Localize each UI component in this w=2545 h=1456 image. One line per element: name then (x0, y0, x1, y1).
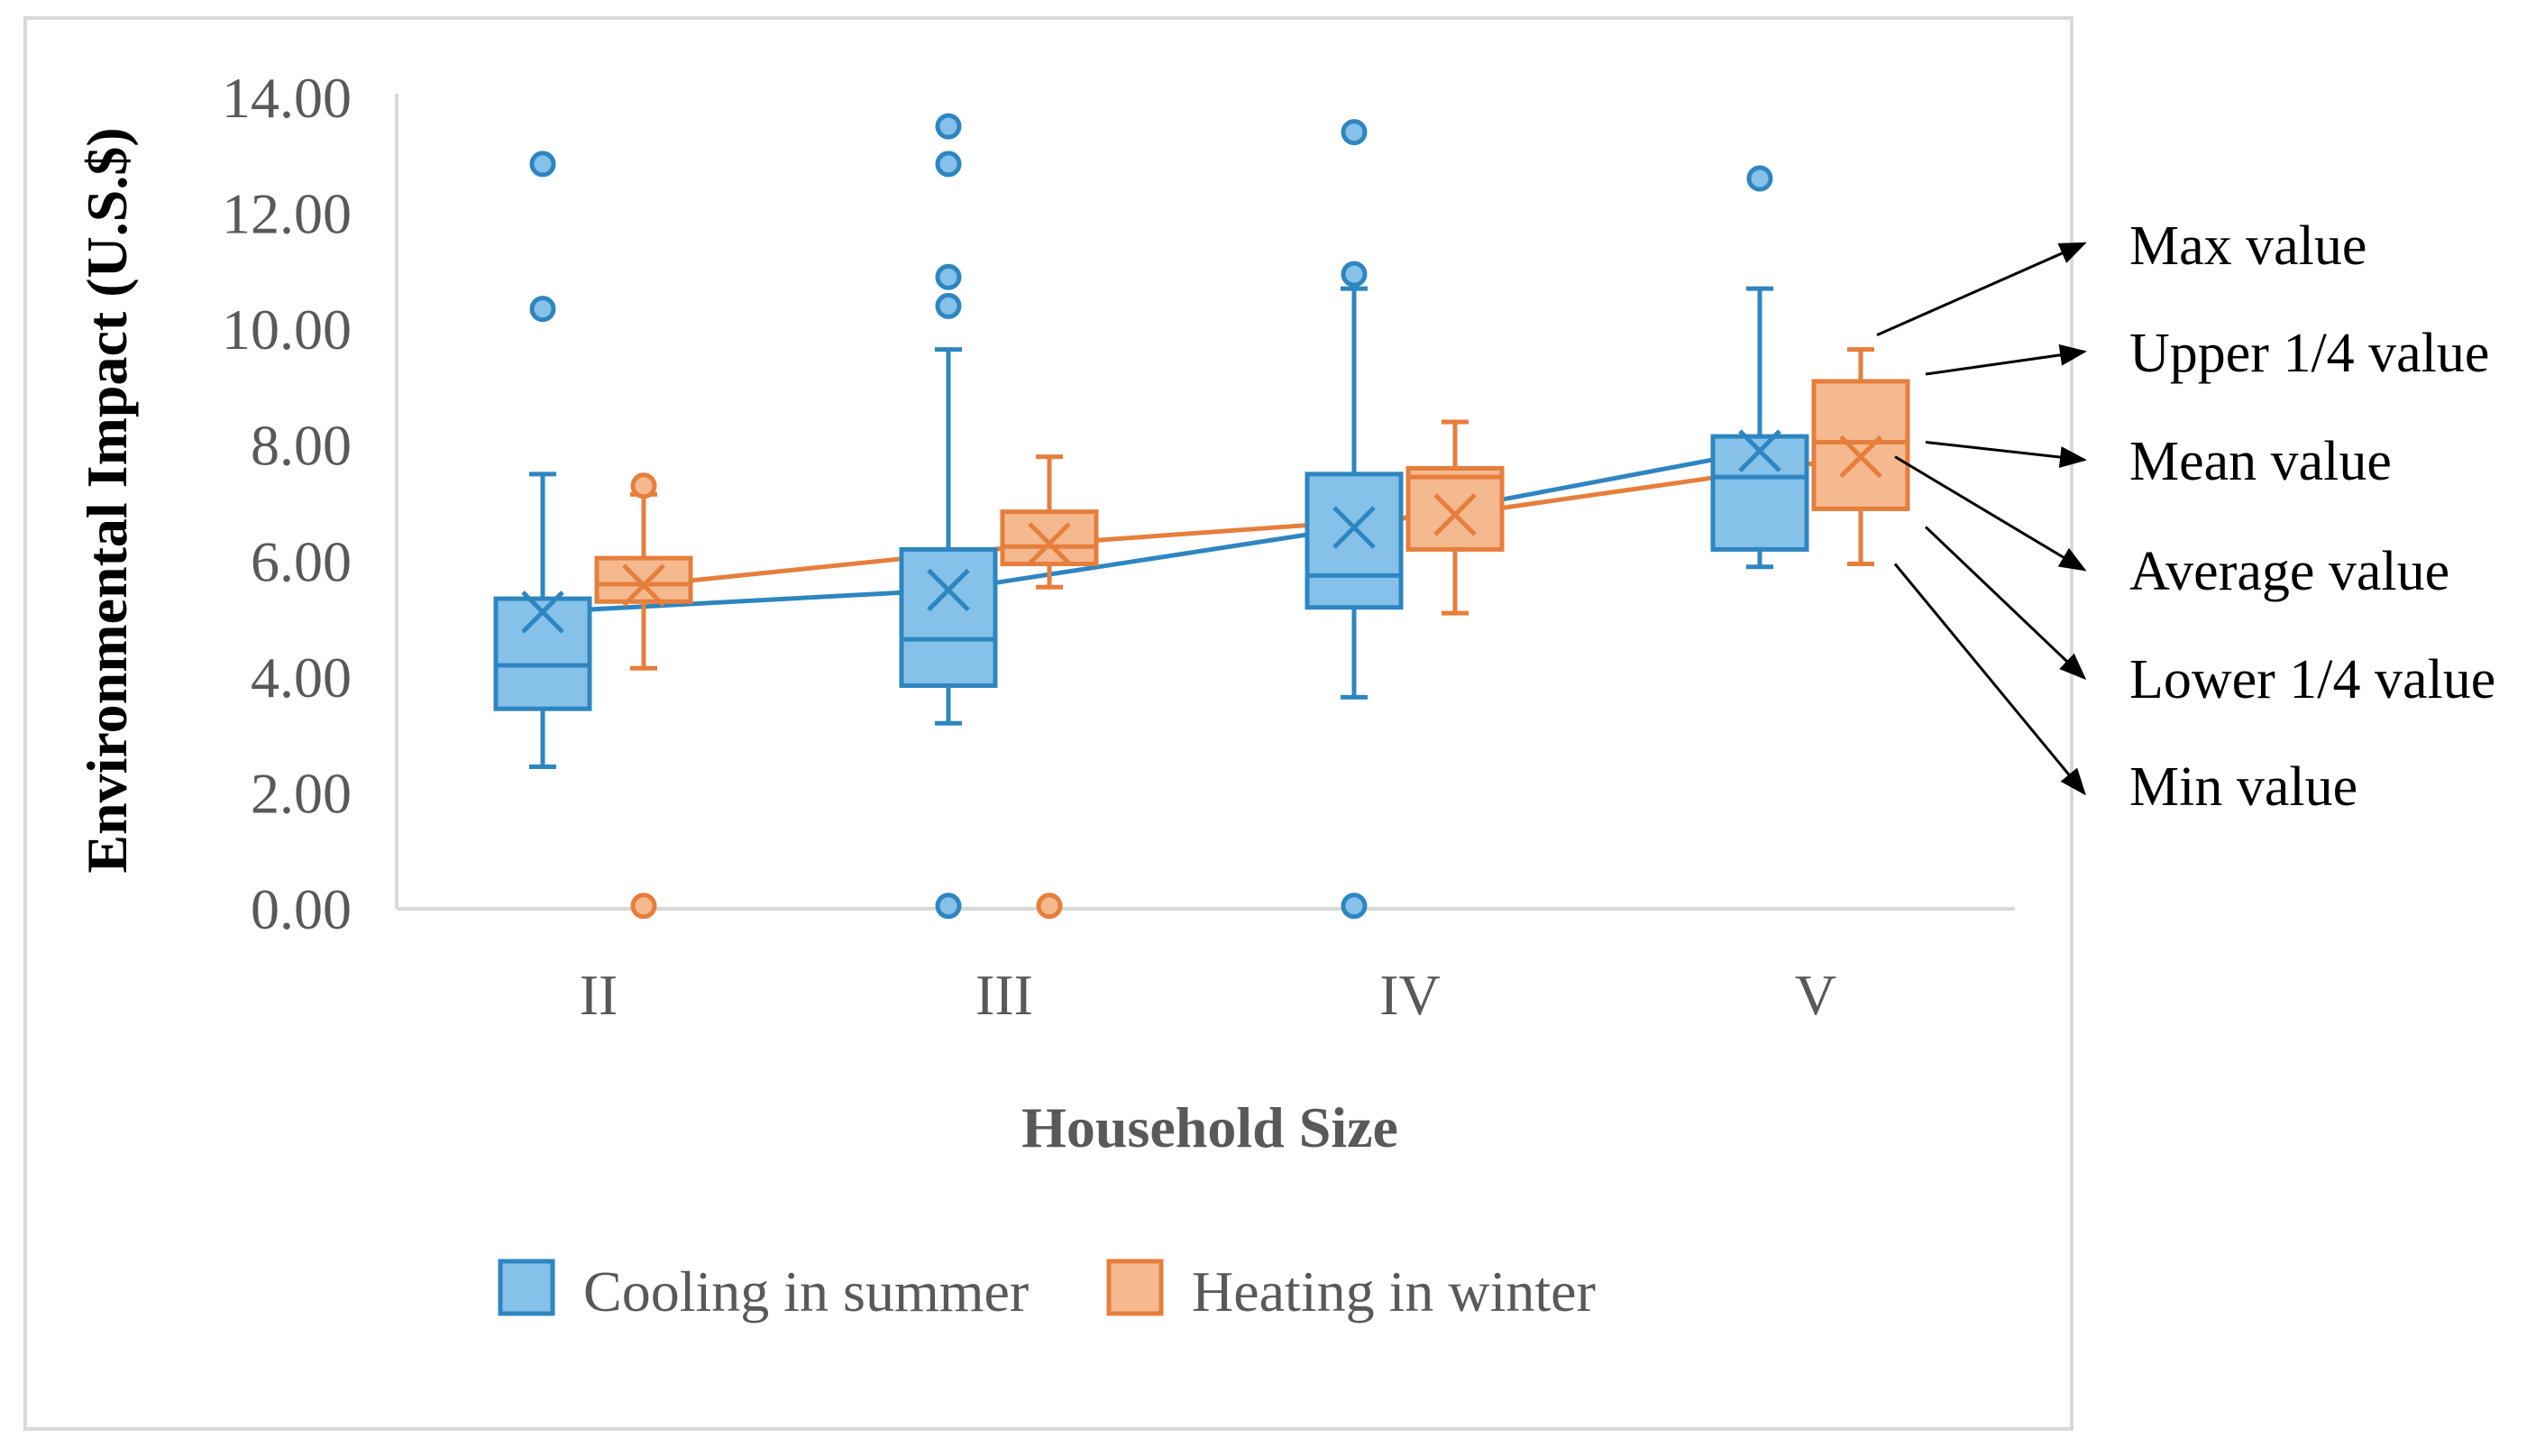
outlier-point (935, 151, 962, 178)
box-iqr (899, 546, 998, 689)
mean-line-cooling (542, 448, 1761, 615)
legend-label: Cooling in summer (583, 1259, 1029, 1323)
annotation-arrow (1925, 441, 2087, 468)
mean-line-heating (643, 454, 1862, 588)
annotation-1: Max value (1876, 215, 2366, 337)
annotation-layer: Max value Upper 1/4 value Mean value Averag… (1876, 215, 2495, 818)
outlier-point (630, 472, 657, 499)
mean-marker (927, 568, 970, 612)
annotation-arrow (1924, 526, 2087, 681)
annotation-label: Lower 1/4 value (2129, 649, 2495, 710)
legend-label: Heating in winter (1192, 1259, 1596, 1323)
annotation-arrow (1894, 455, 2087, 572)
x-category-label: II (580, 963, 618, 1027)
mean-marker (521, 591, 564, 634)
annotation-label: Min value (2129, 756, 2357, 818)
legend-swatch (1106, 1259, 1164, 1316)
box-iqr (1305, 472, 1404, 610)
y-tick-label: 0.00 (251, 877, 352, 941)
box-iqr (1000, 509, 1099, 567)
legend-swatch (498, 1259, 555, 1316)
y-tick-label: 14.00 (222, 66, 352, 130)
outlier-point (1341, 261, 1368, 288)
annotation-label: Mean value (2129, 431, 2392, 492)
y-tick-label: 4.00 (251, 646, 352, 710)
annotation-6: Min value (1893, 563, 2357, 818)
mean-marker (1028, 522, 1071, 565)
box-cooling-V (1710, 165, 1809, 570)
annotation-arrow (1925, 343, 2087, 376)
x-category-label: V (1795, 963, 1836, 1027)
y-tick-label: 2.00 (251, 761, 352, 825)
outlier-point (935, 113, 962, 140)
legend-item-cooling: Cooling in summer (498, 1259, 1029, 1323)
x-category-label: III (975, 963, 1033, 1027)
box-cooling-III (899, 113, 998, 920)
outlier-point (630, 893, 657, 920)
legend: Cooling in summer Heating in winter (498, 1259, 1596, 1323)
y-tick-label: 12.00 (222, 182, 352, 246)
annotation-label: Max value (2129, 215, 2366, 277)
annotation-arrow (1876, 242, 2087, 337)
mean-marker (622, 563, 665, 608)
y-axis-title: Environmental Impact (U.S.$) (75, 127, 139, 873)
mean-marker (1433, 493, 1477, 536)
box-iqr (1405, 465, 1505, 552)
mean-marker (1839, 435, 1882, 479)
box-cooling-II (493, 151, 592, 769)
annotation-label: Average value (2129, 541, 2449, 602)
box-heating-III (1000, 454, 1099, 920)
y-tick-label: 6.00 (251, 529, 352, 593)
outlier-point (529, 151, 556, 178)
box-heating-IV (1405, 419, 1505, 616)
box-cooling-IV (1305, 119, 1404, 920)
y-tick-label: 10.00 (222, 298, 352, 362)
box-heating-II (594, 472, 693, 920)
annotation-5: Lower 1/4 value (1924, 526, 2495, 710)
mean-marker (1738, 429, 1781, 472)
annotation-3: Mean value (1925, 431, 2392, 492)
annotation-label: Upper 1/4 value (2129, 323, 2489, 384)
y-tick-label: 8.00 (251, 414, 352, 478)
box-heating-V (1811, 347, 1910, 566)
box-iqr (493, 596, 592, 711)
outlier-point (1341, 893, 1368, 920)
annotation-4: Average value (1894, 455, 2449, 602)
outlier-point (935, 263, 962, 290)
outlier-point (1341, 119, 1368, 146)
box-iqr (1710, 434, 1809, 552)
plot-layer (493, 113, 1910, 920)
outlier-point (935, 292, 962, 319)
outlier-point (935, 893, 962, 920)
x-axis-title: Household Size (1021, 1095, 1398, 1159)
mean-marker (1332, 506, 1376, 549)
annotation-2: Upper 1/4 value (1925, 323, 2489, 384)
annotation-arrow (1893, 563, 2086, 796)
outlier-point (1036, 893, 1063, 920)
outlier-point (529, 296, 556, 323)
box-iqr (1811, 379, 1910, 511)
legend-item-heating: Heating in winter (1106, 1259, 1596, 1323)
outlier-point (1746, 165, 1773, 192)
x-category-label: IV (1379, 963, 1441, 1027)
chart-frame (23, 16, 2074, 1431)
box-iqr (594, 555, 693, 604)
